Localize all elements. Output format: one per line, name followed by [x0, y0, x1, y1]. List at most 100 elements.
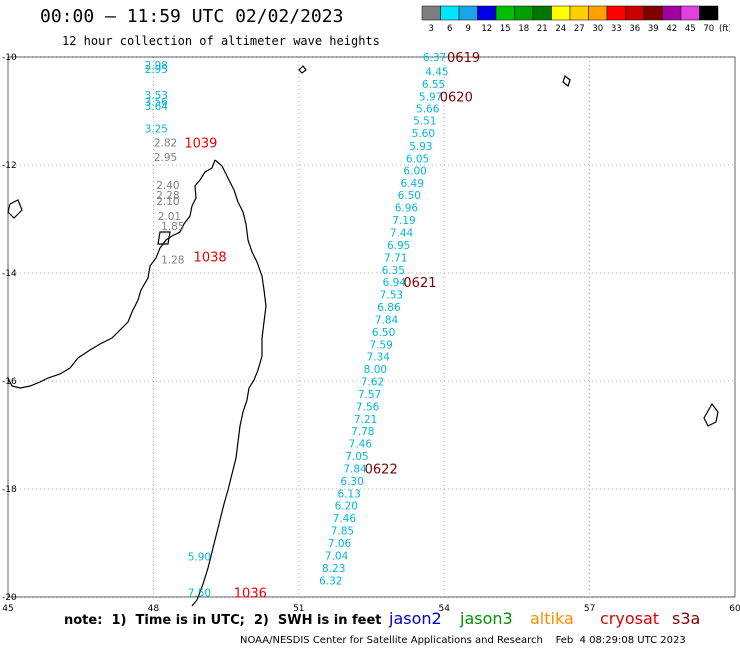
wave-height-value: 2.95 — [154, 152, 177, 164]
island-nosy-be — [157, 231, 171, 245]
lon-label: 48 — [148, 604, 160, 614]
scale-label: 39 — [648, 24, 659, 34]
wave-height-value: 7.71 — [384, 252, 407, 264]
wave-height-value: 6.96 — [395, 203, 419, 215]
wave-height-value: 2.01 — [158, 211, 181, 223]
wave-height-value: 7.34 — [367, 352, 391, 364]
scale-swatch — [495, 5, 515, 21]
scale-label: 70 — [703, 24, 714, 34]
scale-swatch — [551, 5, 571, 21]
wave-height-value: 7.04 — [325, 550, 349, 562]
lon-label: 51 — [293, 604, 304, 614]
page-title: 00:00 – 11:59 UTC 02/02/2023 — [40, 6, 344, 27]
wave-height-value: 6.55 — [422, 79, 445, 91]
pass-time-label: 0622 — [365, 462, 398, 477]
legend-s3a: s3a — [672, 609, 701, 628]
wave-height-value: 5.51 — [413, 116, 436, 128]
wave-height-value: 1.28 — [161, 255, 184, 267]
scale-label: 21 — [537, 24, 548, 34]
scale-label: 36 — [629, 24, 640, 34]
wave-height-value: 2.28 — [156, 190, 179, 202]
wave-height-value: 3.25 — [145, 123, 168, 135]
wave-height-value: 6.20 — [335, 501, 358, 513]
wave-height-value: 7.56 — [356, 401, 380, 413]
scale-label: 24 — [555, 24, 566, 34]
wave-height-value: 7.84 — [343, 463, 367, 475]
wave-height-value: 8.00 — [364, 364, 387, 376]
coastline-west — [7, 159, 216, 389]
wave-height-value: 7.50 — [188, 588, 211, 600]
scale-swatch — [440, 5, 460, 21]
wave-height-value: 7.44 — [390, 228, 414, 240]
note-text: note: 1) Time is in UTC; 2) SWH is in fe… — [64, 613, 382, 628]
wave-height-value: 7.46 — [349, 439, 373, 451]
pass-time-label: 0620 — [440, 90, 473, 105]
scale-swatch — [625, 5, 645, 21]
scale-label: 33 — [611, 24, 622, 34]
wave-height-value: 7.57 — [358, 389, 381, 401]
scale-swatch — [532, 5, 552, 21]
lon-label: 54 — [438, 604, 450, 614]
wave-height-value: 5.97 — [419, 91, 442, 103]
pass-time-label: 1036 — [234, 587, 267, 602]
scale-label: 3 — [429, 24, 434, 34]
scale-swatch — [588, 5, 608, 21]
pass-time-label: 0619 — [447, 51, 480, 66]
credit-line: NOAA/NESDIS Center for Satellite Applica… — [240, 635, 686, 646]
legend-cryosat: cryosat — [600, 609, 660, 628]
wave-height-value: 7.19 — [392, 215, 415, 227]
scale-label: 12 — [481, 24, 492, 34]
wave-height-value: 6.49 — [401, 178, 424, 190]
wave-height-value: 2.40 — [156, 180, 179, 192]
island-north — [298, 65, 307, 74]
wave-height-value: 5.66 — [416, 103, 440, 115]
altimeter-tracks: 6.37 4.456.555.975.665.515.605.936.056.00… — [145, 51, 481, 602]
wave-height-value: 6.95 — [387, 240, 410, 252]
wave-height-value: 4.45 — [425, 67, 448, 79]
map-frame — [7, 56, 736, 598]
lat-label: -18 — [2, 485, 17, 495]
wave-height-value: 2.82 — [154, 137, 177, 149]
scale-label: 6 — [447, 24, 452, 34]
wave-height-value: 6.50 — [398, 190, 421, 202]
wave-height-value: 2.98 — [145, 60, 168, 72]
wave-height-value: 7.53 — [380, 290, 403, 302]
scale-swatch — [514, 5, 534, 21]
scale-swatch — [458, 5, 478, 21]
scale-label: 18 — [518, 24, 529, 34]
wave-height-value: 7.46 — [333, 513, 357, 525]
lat-label: -12 — [2, 161, 17, 171]
wave-height-value: 7.59 — [369, 339, 392, 351]
scale-swatch — [569, 5, 589, 21]
wave-height-value: 6.37 — [423, 52, 446, 64]
legend-jason3: jason3 — [460, 609, 513, 628]
wave-height-value: 6.86 — [377, 302, 401, 314]
coastline-main — [191, 159, 267, 607]
wave-height-value: 8.23 — [322, 563, 345, 575]
wave-height-value: 6.00 — [403, 165, 426, 177]
scale-swatch — [643, 5, 663, 21]
lat-label: -14 — [2, 269, 17, 279]
pass-time-label: 1039 — [184, 136, 217, 151]
legend-altika: altika — [530, 609, 574, 628]
wave-height-value: 7.21 — [354, 414, 377, 426]
wave-height-value: 5.90 — [188, 552, 211, 564]
wave-height-value: 3.64 — [145, 101, 169, 113]
wave-height-value: 7.85 — [331, 526, 354, 538]
scale-swatch — [421, 5, 441, 21]
scale-label: 30 — [592, 24, 603, 34]
scale-label: 42 — [666, 24, 677, 34]
lon-label: 57 — [584, 604, 595, 614]
pass-time-label: 1038 — [194, 250, 227, 265]
scale-swatch — [680, 5, 700, 21]
scale-label: 9 — [466, 24, 471, 34]
scale-swatch — [477, 5, 497, 21]
scale-unit: (ft) — [719, 24, 730, 34]
scale-label: 45 — [685, 24, 696, 34]
pass-time-label: 0621 — [403, 276, 436, 291]
madagascar-coastline — [7, 65, 719, 607]
wave-height-value: 6.30 — [340, 476, 363, 488]
legend-jason2: jason2 — [389, 609, 442, 628]
wave-height-value: 7.05 — [345, 451, 368, 463]
